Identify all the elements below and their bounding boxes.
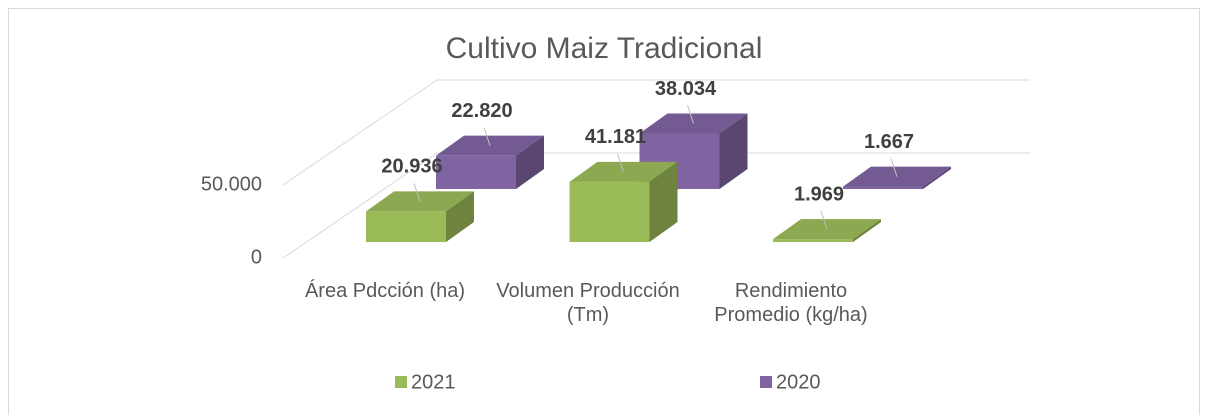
grid-line: [282, 79, 438, 186]
bar-side: [719, 113, 748, 189]
legend-swatch: [760, 376, 772, 388]
data-label: 1.969: [794, 183, 844, 205]
leader-line: [890, 158, 898, 177]
leader-line: [483, 127, 491, 146]
data-label: 38.034: [655, 78, 717, 100]
x-tick-label: Rendimiento Promedio (kg/ha): [714, 280, 868, 326]
bar-front: [843, 186, 923, 189]
data-label: 22.820: [451, 100, 512, 122]
chart-border: [8, 8, 1200, 415]
x-tick-label: Volumen Producción (Tm): [496, 280, 680, 326]
bar-top: [639, 113, 748, 134]
bar-side: [516, 135, 544, 189]
data-label: 41.181: [585, 126, 646, 148]
legend-label: 2021: [411, 371, 456, 393]
bar-side: [649, 161, 678, 242]
y-tick-label: 0: [251, 246, 262, 268]
legend-label: 2020: [776, 371, 821, 393]
bar-side: [923, 166, 951, 189]
bar-front: [773, 239, 853, 242]
data-label: 20.936: [381, 156, 442, 178]
bar-side: [853, 219, 881, 242]
leader-line: [413, 183, 421, 202]
bar-front: [436, 155, 516, 189]
data-label: 1.667: [864, 131, 914, 153]
chart-title: Cultivo Maiz Tradicional: [446, 32, 763, 65]
bar-front: [366, 211, 446, 242]
leader-line: [617, 153, 624, 173]
bar-front: [569, 181, 650, 242]
legend-swatch: [395, 376, 407, 388]
leader-line: [687, 105, 694, 124]
x-tick-label: Área Pdcción (ha): [304, 280, 466, 302]
leader-line: [820, 210, 828, 230]
bar-side: [446, 191, 474, 242]
grid-line: [282, 152, 438, 259]
y-tick-label: 50.000: [201, 173, 262, 195]
